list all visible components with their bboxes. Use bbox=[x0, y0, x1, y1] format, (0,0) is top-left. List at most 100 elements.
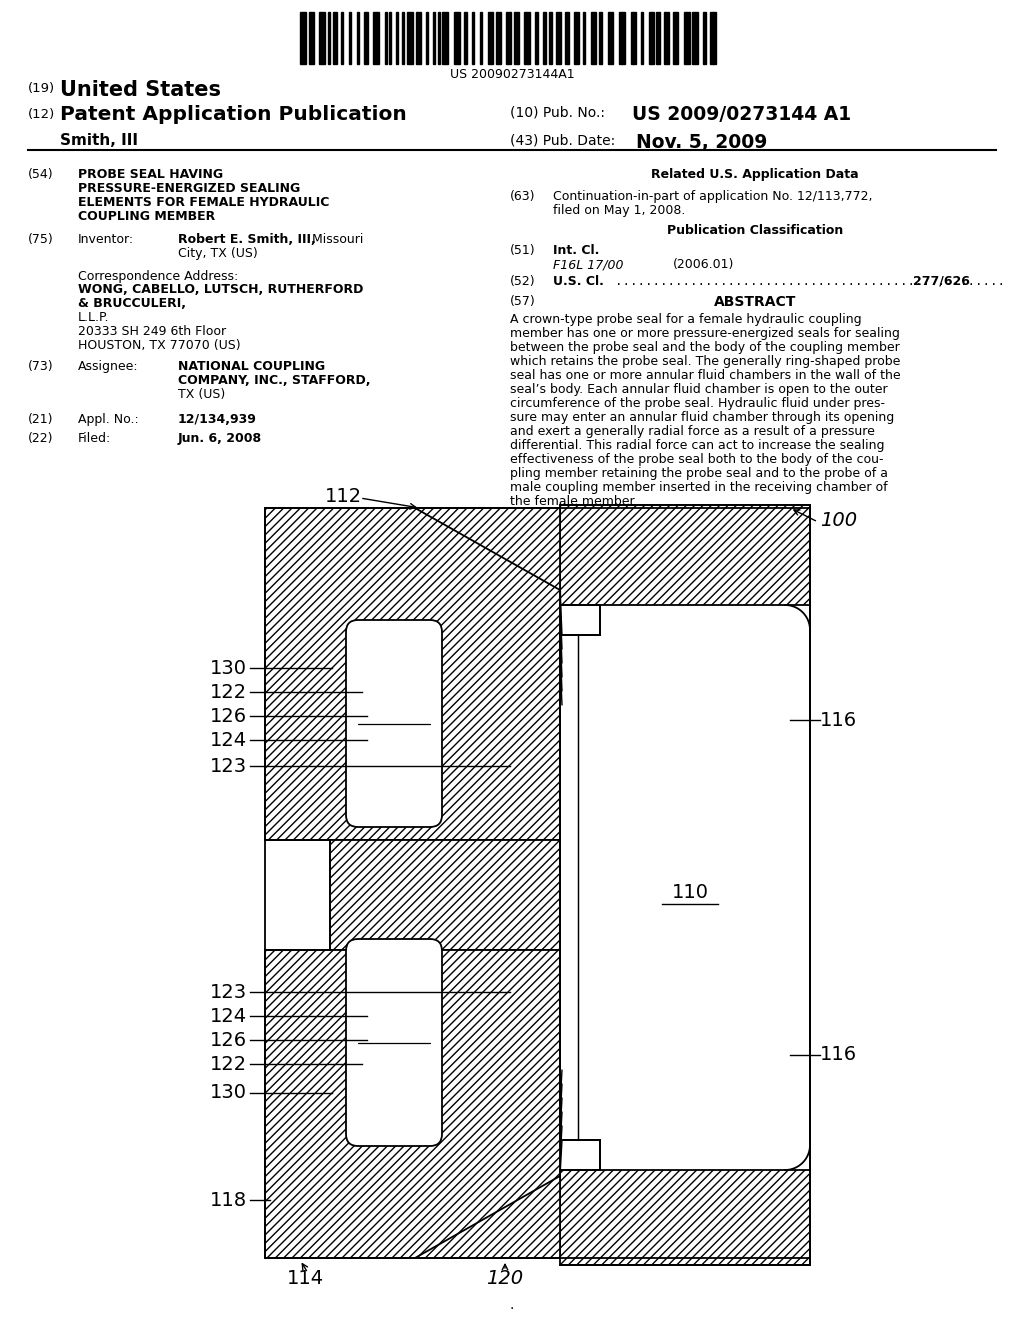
Text: (52): (52) bbox=[510, 275, 536, 288]
Text: City, TX (US): City, TX (US) bbox=[178, 247, 258, 260]
Text: COUPLING MEMBER: COUPLING MEMBER bbox=[78, 210, 215, 223]
Text: 116: 116 bbox=[820, 1045, 857, 1064]
Text: (51): (51) bbox=[510, 244, 536, 257]
Bar bbox=[349, 12, 351, 63]
Bar bbox=[407, 12, 413, 63]
Bar bbox=[664, 12, 669, 63]
Text: (63): (63) bbox=[510, 190, 536, 203]
Bar bbox=[309, 12, 314, 63]
Text: effectiveness of the probe seal both to the body of the cou-: effectiveness of the probe seal both to … bbox=[510, 453, 884, 466]
Text: 122: 122 bbox=[210, 1055, 247, 1073]
Bar bbox=[416, 12, 421, 63]
Bar bbox=[673, 12, 678, 63]
Text: PRESSURE-ENERGIZED SEALING: PRESSURE-ENERGIZED SEALING bbox=[78, 182, 300, 195]
Text: 120: 120 bbox=[486, 1269, 523, 1287]
Text: 126: 126 bbox=[210, 1031, 247, 1049]
Text: 112: 112 bbox=[325, 487, 362, 507]
Text: L.L.P.: L.L.P. bbox=[78, 312, 110, 323]
Bar bbox=[591, 12, 596, 63]
Text: A crown-type probe seal for a female hydraulic coupling: A crown-type probe seal for a female hyd… bbox=[510, 313, 861, 326]
Bar bbox=[565, 12, 569, 63]
Bar bbox=[402, 12, 404, 63]
Text: 12/134,939: 12/134,939 bbox=[178, 413, 257, 426]
Text: & BRUCCULERI,: & BRUCCULERI, bbox=[78, 297, 186, 310]
Text: United States: United States bbox=[60, 81, 221, 100]
Bar bbox=[556, 12, 561, 63]
Bar bbox=[535, 12, 538, 63]
Text: (19): (19) bbox=[28, 82, 55, 95]
Bar bbox=[608, 12, 613, 63]
Text: between the probe seal and the body of the coupling member: between the probe seal and the body of t… bbox=[510, 341, 900, 354]
Text: Assignee:: Assignee: bbox=[78, 360, 138, 374]
Bar bbox=[656, 12, 660, 63]
Text: Inventor:: Inventor: bbox=[78, 234, 134, 246]
Text: US 20090273144A1: US 20090273144A1 bbox=[450, 69, 574, 81]
Text: F16L 17/00: F16L 17/00 bbox=[553, 257, 624, 271]
Text: 124: 124 bbox=[210, 1006, 247, 1026]
Text: 20333 SH 249 6th Floor: 20333 SH 249 6th Floor bbox=[78, 325, 226, 338]
Text: (10) Pub. No.:: (10) Pub. No.: bbox=[510, 106, 605, 119]
Bar bbox=[549, 12, 552, 63]
Text: PROBE SEAL HAVING: PROBE SEAL HAVING bbox=[78, 168, 223, 181]
Text: 114: 114 bbox=[287, 1269, 324, 1287]
Text: TX (US): TX (US) bbox=[178, 388, 225, 401]
Bar bbox=[319, 12, 325, 63]
Text: Missouri: Missouri bbox=[308, 234, 364, 246]
Bar bbox=[433, 12, 435, 63]
Text: 118: 118 bbox=[210, 1191, 247, 1209]
Bar bbox=[357, 12, 359, 63]
Bar bbox=[496, 12, 501, 63]
Bar bbox=[600, 635, 809, 1140]
Text: .: . bbox=[510, 1298, 514, 1312]
Bar bbox=[618, 12, 625, 63]
Text: Smith, III: Smith, III bbox=[60, 133, 138, 148]
Polygon shape bbox=[415, 1176, 560, 1258]
FancyBboxPatch shape bbox=[346, 620, 442, 828]
Bar bbox=[684, 12, 690, 63]
Bar bbox=[488, 12, 493, 63]
Bar bbox=[438, 12, 440, 63]
Bar bbox=[599, 12, 602, 63]
Text: (73): (73) bbox=[28, 360, 53, 374]
FancyBboxPatch shape bbox=[346, 939, 442, 1146]
Bar bbox=[333, 12, 337, 63]
Text: 277/626: 277/626 bbox=[913, 275, 970, 288]
Text: ELEMENTS FOR FEMALE HYDRAULIC: ELEMENTS FOR FEMALE HYDRAULIC bbox=[78, 195, 330, 209]
Bar bbox=[692, 12, 698, 63]
Text: 100: 100 bbox=[820, 511, 857, 529]
Text: Patent Application Publication: Patent Application Publication bbox=[60, 106, 407, 124]
Bar bbox=[442, 12, 449, 63]
Text: Appl. No.:: Appl. No.: bbox=[78, 413, 138, 426]
Bar bbox=[543, 12, 546, 63]
Bar bbox=[703, 12, 706, 63]
Text: US 2009/0273144 A1: US 2009/0273144 A1 bbox=[632, 106, 851, 124]
Text: (2006.01): (2006.01) bbox=[673, 257, 734, 271]
Bar bbox=[574, 12, 579, 63]
Text: Filed:: Filed: bbox=[78, 432, 112, 445]
Text: (57): (57) bbox=[510, 294, 536, 308]
Text: Jun. 6, 2008: Jun. 6, 2008 bbox=[178, 432, 262, 445]
Text: Int. Cl.: Int. Cl. bbox=[553, 244, 599, 257]
Text: Correspondence Address:: Correspondence Address: bbox=[78, 271, 239, 282]
Polygon shape bbox=[265, 508, 560, 840]
Text: pling member retaining the probe seal and to the probe of a: pling member retaining the probe seal an… bbox=[510, 467, 888, 480]
Polygon shape bbox=[415, 508, 560, 590]
Bar bbox=[341, 12, 343, 63]
Text: member has one or more pressure-energized seals for sealing: member has one or more pressure-energize… bbox=[510, 327, 900, 341]
Bar bbox=[472, 12, 474, 63]
Bar bbox=[389, 12, 391, 63]
Text: Related U.S. Application Data: Related U.S. Application Data bbox=[651, 168, 859, 181]
Text: U.S. Cl.: U.S. Cl. bbox=[553, 275, 604, 288]
Bar bbox=[328, 12, 330, 63]
Bar bbox=[464, 12, 467, 63]
Bar bbox=[364, 12, 368, 63]
Polygon shape bbox=[265, 950, 560, 1258]
Text: 123: 123 bbox=[210, 982, 247, 1002]
Text: sure may enter an annular fluid chamber through its opening: sure may enter an annular fluid chamber … bbox=[510, 411, 894, 424]
Text: Robert E. Smith, III,: Robert E. Smith, III, bbox=[178, 234, 315, 246]
Text: and exert a generally radial force as a result of a pressure: and exert a generally radial force as a … bbox=[510, 425, 874, 438]
Text: 123: 123 bbox=[210, 756, 247, 776]
Bar bbox=[514, 12, 519, 63]
Text: (75): (75) bbox=[28, 234, 53, 246]
Text: 116: 116 bbox=[820, 710, 857, 730]
